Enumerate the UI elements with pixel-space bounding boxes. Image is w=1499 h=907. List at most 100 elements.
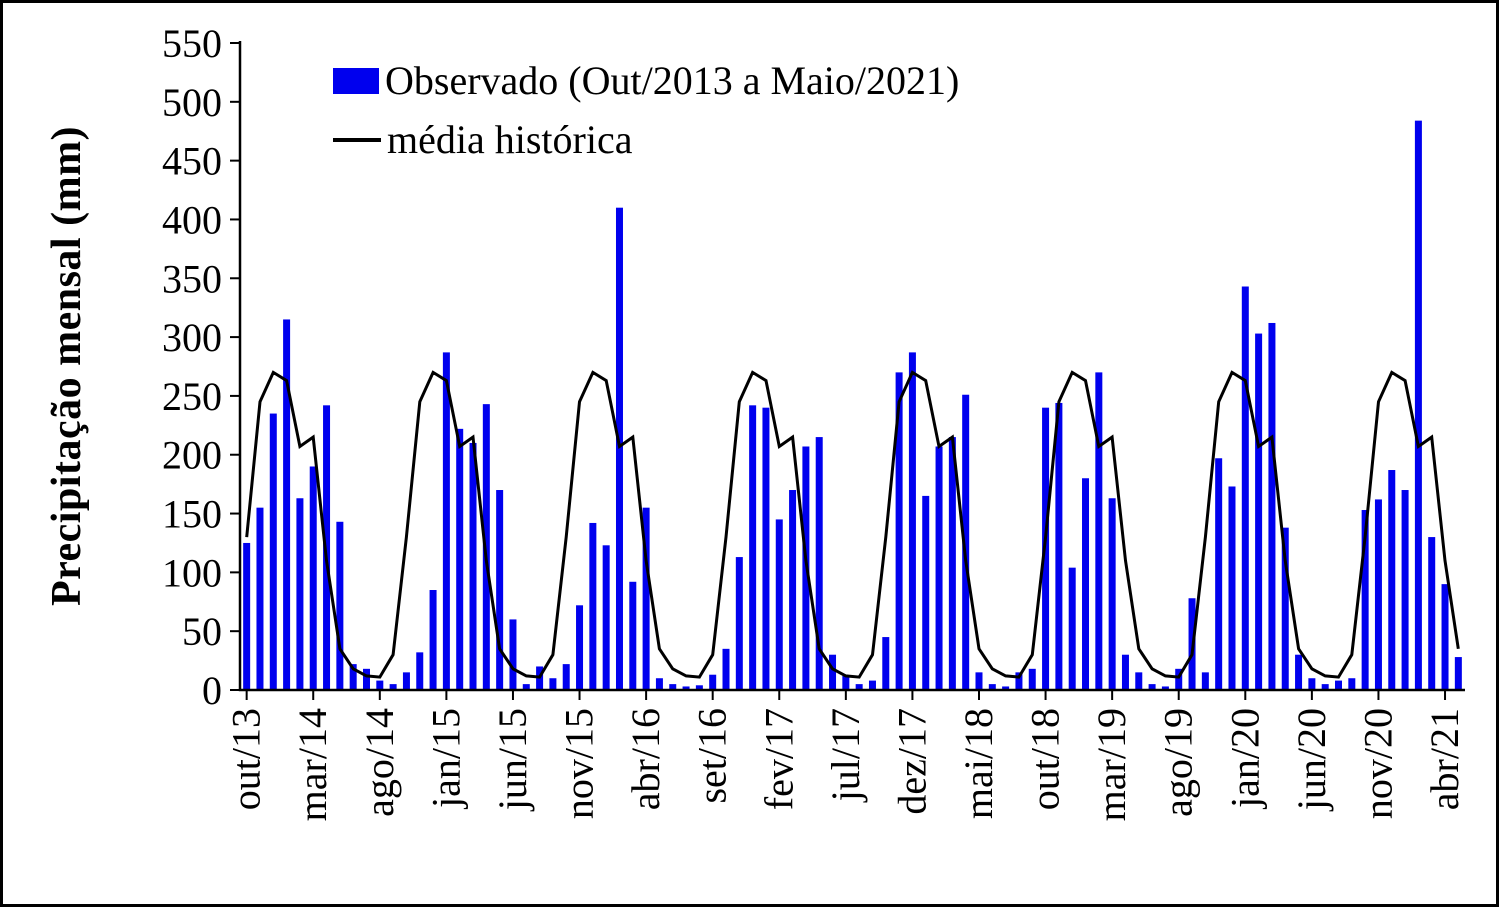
x-tick-label: ago/14 (357, 708, 402, 817)
y-tick-label: 450 (162, 139, 222, 184)
bar (296, 498, 304, 690)
bar (642, 507, 650, 690)
bar (1148, 684, 1156, 690)
bar (376, 680, 384, 690)
legend-observado-label: Observado (Out/2013 a Maio/2021) (385, 58, 960, 103)
bar (1308, 678, 1316, 690)
bar (1082, 478, 1090, 690)
legend-item-media-historica: média histórica (333, 116, 959, 163)
bar (1321, 684, 1329, 690)
bar (1175, 668, 1183, 690)
bar (562, 664, 570, 690)
legend-item-observado: Observado (Out/2013 a Maio/2021) (333, 57, 959, 104)
bar (1241, 286, 1249, 690)
bar (722, 648, 730, 690)
legend: Observado (Out/2013 a Maio/2021) média h… (333, 57, 959, 163)
bar (669, 684, 677, 690)
x-tick-label: jan/20 (1222, 708, 1267, 810)
bar (895, 372, 903, 690)
bar (1361, 510, 1369, 690)
y-tick-label: 200 (162, 433, 222, 478)
bar (1108, 498, 1116, 690)
bar (1121, 654, 1129, 690)
x-tick-label: jun/20 (1289, 708, 1334, 812)
legend-media-historica-label: média histórica (387, 117, 633, 162)
bar (1268, 322, 1276, 690)
bar (1201, 672, 1209, 690)
x-tick-label: mar/14 (290, 708, 335, 821)
bar (1015, 672, 1023, 690)
bar (1161, 686, 1169, 690)
x-tick-label: dez/17 (889, 708, 934, 815)
bar (908, 352, 916, 690)
bar (1335, 680, 1343, 690)
x-tick-label: ago/19 (1156, 708, 1201, 817)
x-tick-label: nov/20 (1355, 708, 1400, 819)
bar (283, 319, 291, 690)
observed-bars-series (243, 120, 1462, 690)
bar (1281, 527, 1289, 690)
bar (576, 605, 584, 690)
bar (509, 619, 517, 690)
bar (522, 684, 530, 690)
x-tick-label: fev/17 (756, 708, 801, 810)
y-tick-label: 150 (162, 492, 222, 537)
bar (1374, 499, 1382, 690)
x-tick-label: out/13 (224, 708, 269, 810)
y-tick-label: 300 (162, 315, 222, 360)
bar (962, 394, 970, 690)
bar (243, 542, 251, 690)
y-tick-label: 100 (162, 550, 222, 595)
bar (709, 674, 717, 690)
y-tick-label: 500 (162, 80, 222, 125)
bar (829, 654, 837, 690)
bar (1135, 672, 1143, 690)
bar (762, 407, 770, 690)
x-tick-label: out/18 (1023, 708, 1068, 810)
y-tick-label: 400 (162, 197, 222, 242)
bar (749, 405, 757, 690)
bar (1028, 668, 1036, 690)
x-tick-label: abr/16 (623, 708, 668, 810)
x-tick-label: jun/15 (490, 708, 535, 812)
bar (935, 446, 943, 690)
bar (256, 507, 264, 690)
y-tick-label: 50 (182, 609, 222, 654)
legend-line-swatch-icon (333, 137, 381, 142)
bar (1002, 686, 1010, 690)
bar (735, 557, 743, 690)
bar (389, 684, 397, 690)
legend-bar-swatch-icon (333, 67, 379, 94)
bar (349, 664, 357, 690)
bar (336, 521, 344, 690)
bar (402, 672, 410, 690)
bar (362, 668, 370, 690)
bar (1414, 120, 1422, 690)
bar (975, 672, 983, 690)
bar (1428, 537, 1436, 690)
bar (549, 678, 557, 690)
bar (682, 686, 690, 690)
x-tick-label: mar/19 (1089, 708, 1134, 821)
x-tick-label: jan/15 (423, 708, 468, 810)
bar (1454, 657, 1462, 690)
x-tick-label: nov/15 (557, 708, 602, 819)
y-tick-label: 350 (162, 256, 222, 301)
plot-area: 0 50 100 150 200 250 300 350 400 450 500 550 out/13… (162, 21, 1467, 821)
bar (615, 207, 623, 690)
x-tick-label: jul/17 (823, 708, 868, 803)
bar (988, 684, 996, 690)
bar (1055, 402, 1063, 690)
y-tick-label: 0 (202, 668, 222, 713)
bar (815, 437, 823, 690)
bar (882, 637, 890, 690)
bar (948, 437, 956, 690)
bar (922, 495, 930, 690)
bar (496, 490, 504, 690)
bar (868, 680, 876, 690)
bar (775, 519, 783, 690)
bar (1095, 372, 1103, 690)
bar (1441, 584, 1449, 690)
x-tick-label: abr/21 (1422, 708, 1467, 810)
